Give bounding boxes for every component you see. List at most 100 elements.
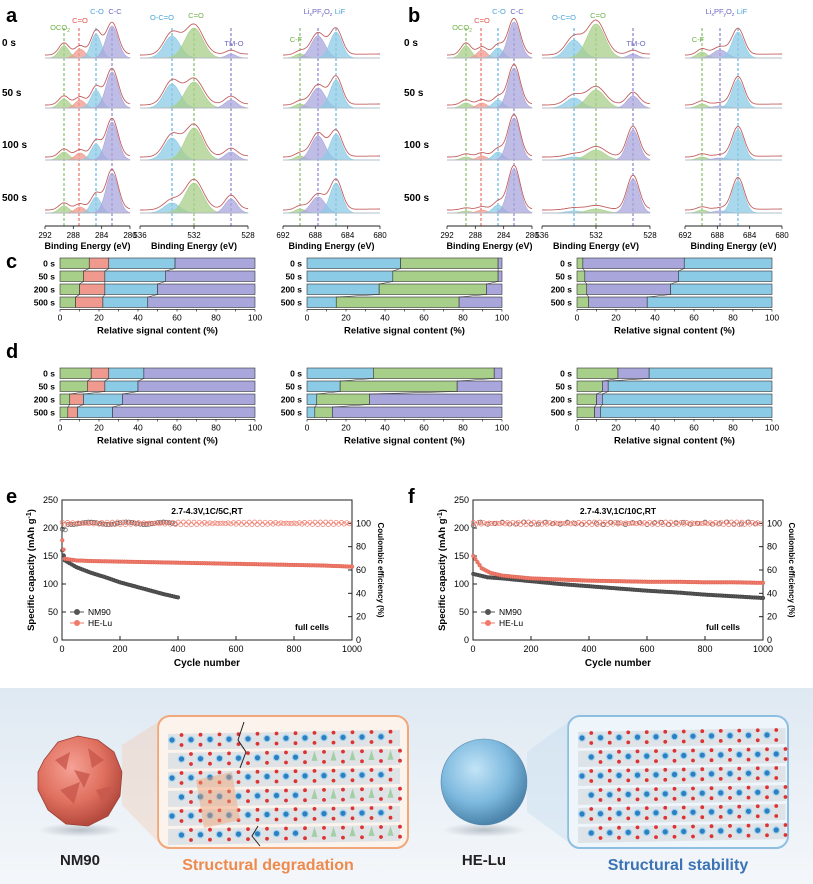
oxygen-atom [663, 777, 668, 782]
oxygen-atom [322, 836, 326, 840]
ce-point-HE-Lu [734, 519, 740, 525]
xps-f1s-envelope [283, 178, 380, 211]
bar-segment [306, 380, 341, 392]
oxygen-atom [598, 798, 603, 802]
bar-segment [602, 380, 609, 392]
ce-point-HE-Lu [320, 522, 326, 527]
ce-point-HE-Lu [615, 521, 621, 527]
xps-f1s-envelope [685, 75, 782, 106]
peak-label: C=O [72, 16, 88, 25]
y-axis-label-end: ) [26, 509, 37, 512]
x-tick-label: 100 [765, 313, 779, 323]
x-axis-label: Relative signal content (%) [344, 436, 465, 447]
bar-segment [67, 406, 78, 418]
ce-point-HE-Lu [296, 520, 302, 526]
ce-point-HE-Lu [502, 521, 508, 527]
peak-label: LiF [737, 7, 748, 16]
x-tick-label: 292 [38, 231, 52, 240]
oxygen-atom [737, 738, 742, 743]
x-tick-label: 532 [589, 231, 603, 240]
degraded-lattice [168, 721, 402, 847]
ce-point-HE-Lu [152, 521, 157, 526]
category-label: 200 s [551, 285, 573, 295]
bar-segment [316, 393, 370, 405]
peak-label: C=O [590, 11, 606, 20]
ce-point-NM90 [123, 519, 129, 525]
panel-label-e: e [6, 486, 17, 508]
tm-atom [661, 751, 670, 760]
oxygen-atom [322, 788, 326, 792]
schematic-panel-g: NM90 Structural degradation HE-Lu Struct… [0, 688, 813, 884]
ce-point-HE-Lu [344, 520, 350, 526]
x-tick-label: 100 [495, 313, 509, 323]
xps-f1s-envelope [685, 176, 782, 211]
oxygen-atom [765, 823, 769, 828]
x-tick-label: 60 [172, 313, 182, 323]
tm-atom [377, 770, 385, 779]
bar-segment [458, 296, 503, 308]
time-label: 100 s [404, 140, 429, 151]
tm-atom [272, 829, 281, 838]
ce-point-HE-Lu [660, 522, 666, 527]
bar-segment [165, 270, 256, 282]
xps-f1s-envelope [283, 27, 380, 56]
oxygen-atom [635, 787, 640, 792]
oxygen-atom [709, 786, 714, 791]
ce-point-HE-Lu [544, 521, 550, 527]
oxygen-atom [208, 827, 212, 832]
oxygen-atom [198, 770, 203, 775]
layer-band [168, 749, 400, 769]
y2-tick-label: 20 [767, 612, 777, 622]
oxygen-atom [598, 750, 603, 754]
oxygen-atom [350, 740, 355, 745]
bar-segment [306, 393, 318, 405]
tm-atom [587, 829, 596, 837]
oxygen-atom [179, 819, 184, 823]
x-tick-label: 0 [58, 313, 63, 323]
ce-point-HE-Lu [249, 522, 255, 527]
tm-atom [301, 772, 309, 780]
ce-point-HE-Lu [138, 521, 144, 527]
oxygen-atom [350, 806, 355, 811]
oxygen-atom [709, 834, 714, 839]
ce-point-HE-Lu [217, 520, 223, 526]
xps-c1s-peak [447, 67, 533, 109]
oxygen-atom [626, 806, 631, 811]
ce-point-HE-Lu [186, 519, 192, 525]
connector [87, 378, 92, 382]
oxygen-atom [227, 789, 231, 794]
peak-label: C-C [510, 7, 524, 16]
panel-label-f: f [408, 486, 415, 508]
x-tick-label: 280 [123, 231, 137, 240]
y2-tick-label: 20 [356, 612, 366, 622]
bar-segment [314, 406, 333, 418]
y-tick-label: 150 [43, 551, 58, 561]
peak-label: O-C=O [150, 13, 174, 22]
ce-point-HE-Lu [757, 521, 763, 527]
x-axis-label: Cycle number [174, 658, 240, 669]
tm-atom [633, 809, 642, 817]
oxygen-atom [246, 789, 250, 793]
shadow-left [38, 823, 122, 837]
oxygen-atom [681, 815, 686, 820]
tm-atom [652, 808, 660, 817]
y2-tick-label: 60 [767, 565, 777, 575]
ce-point-HE-Lu [65, 520, 71, 525]
oxygen-atom [700, 805, 705, 810]
x-tick-label: 692 [678, 231, 692, 240]
migrated-ion [330, 750, 337, 761]
shadow-right [442, 823, 526, 837]
tm-atom [282, 734, 290, 743]
tm-atom [716, 827, 725, 835]
oxygen-atom [635, 759, 640, 764]
stacked-chart-panel-c-C1s: 0 s 50 s 200 s 500 s0 20 40 60 80 100 Relative si… [34, 257, 262, 337]
ce-point-HE-Lu [594, 522, 600, 527]
ce-point-HE-Lu [223, 521, 229, 527]
y2-tick-label: 40 [767, 588, 777, 598]
tm-atom [596, 733, 605, 742]
ce-point-HE-Lu [233, 521, 239, 527]
tm-atom [615, 809, 623, 818]
oxygen-atom [369, 778, 374, 782]
oxygen-atom [246, 837, 250, 841]
